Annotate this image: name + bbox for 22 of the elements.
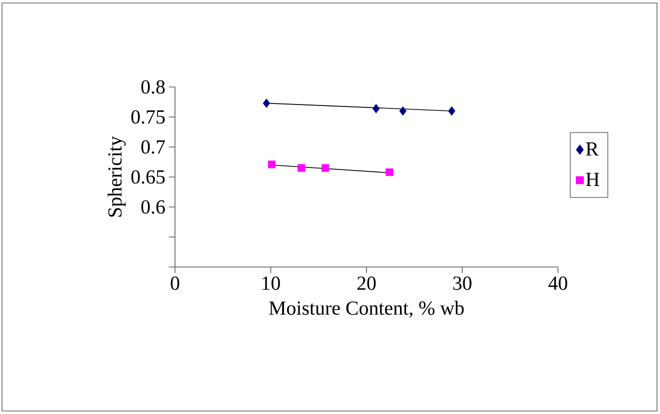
y-axis-title: Sphericity [108,136,126,217]
legend-label: R [586,142,599,156]
point [399,106,406,116]
x-tick-label: 40 [548,276,568,290]
point [386,168,394,176]
y-tick-label: 0.65 [131,170,165,184]
x-tick-label: 30 [453,276,472,290]
point [298,164,306,172]
x-tick-label: 20 [357,276,376,290]
x-tick-label: 10 [262,276,280,290]
y-tick-label: 0.75 [131,110,165,124]
point [268,160,276,168]
point [322,164,330,172]
x-axis-title: Moisture Content, % wb [269,300,464,318]
x-tick-label: 0 [170,276,180,290]
legend-label: H [586,172,600,186]
point [448,106,456,116]
y-tick-label: 0.8 [141,80,165,94]
point [262,98,270,108]
y-tick-label: 0.6 [141,200,165,214]
point [372,104,380,114]
y-tick-label: 0.7 [141,140,165,154]
